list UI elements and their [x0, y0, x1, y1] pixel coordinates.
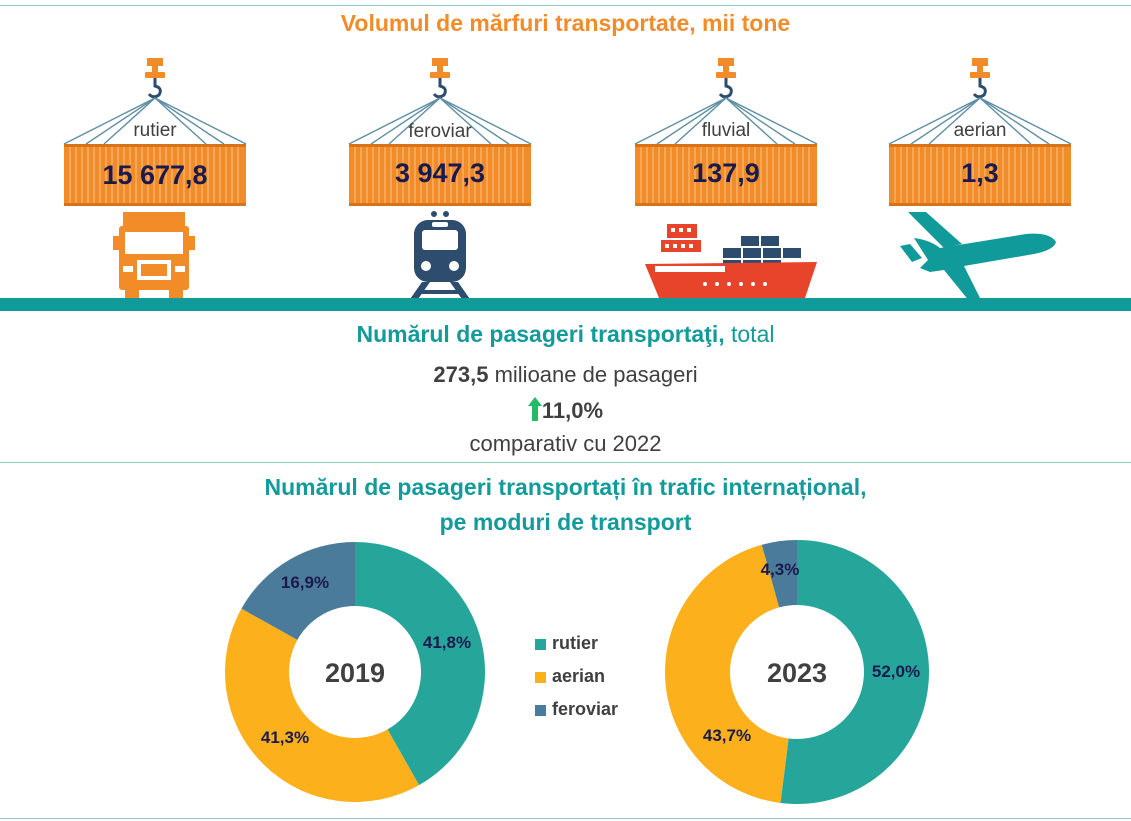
legend-swatch-feroviar — [535, 705, 546, 716]
pie-slice-aerian — [224, 608, 420, 802]
international-title-line1: Numărul de pasageri transportați în traf… — [264, 474, 867, 500]
pie-slice-rutier — [780, 540, 929, 804]
legend-label: rutier — [552, 633, 599, 653]
data-label-rutier: 41,8% — [423, 633, 471, 652]
truck-icon — [113, 212, 195, 300]
data-label-feroviar: 16,9% — [281, 573, 329, 592]
legend-swatch-rutier — [535, 639, 546, 650]
cargo-mode-value: 1,3 — [961, 158, 999, 188]
cargo-container-rutier: rutier 15 677,8 — [63, 58, 247, 208]
crane-hook-icon — [888, 58, 1072, 206]
crane-hook-icon — [63, 58, 247, 206]
pie-slice-aerian — [665, 544, 789, 803]
crane-hook-icon — [348, 58, 532, 206]
passengers-change-value: 11,0% — [541, 398, 604, 423]
cargo-mode-label: feroviar — [408, 121, 472, 142]
legend-label: feroviar — [552, 699, 619, 719]
passengers-title: Numărul de pasageri transportaţi, total — [0, 321, 1131, 348]
passengers-title-bold: Numărul de pasageri transportaţi, — [356, 321, 725, 347]
data-label-feroviar: 4,3% — [761, 560, 800, 579]
cargo-mode-value: 3 947,3 — [394, 158, 486, 188]
data-label-rutier: 52,0% — [872, 662, 920, 681]
middle-divider — [0, 462, 1131, 463]
cargo-mode-value: 137,9 — [692, 158, 760, 188]
airplane-icon — [900, 212, 1056, 302]
cargo-mode-label: aerian — [953, 120, 1007, 141]
passengers-change: 11,0% — [0, 397, 1131, 424]
arrow-up-icon — [527, 397, 542, 421]
pie-slice-feroviar — [241, 542, 355, 640]
passengers-total-value: 273,5 — [433, 362, 489, 387]
crane-hook-icon — [634, 58, 818, 206]
freight-title: Volumul de mărfuri transportate, mii ton… — [340, 10, 791, 36]
pie-slice-feroviar — [761, 540, 797, 608]
top-divider — [0, 5, 1131, 6]
cargo-container-fluvial: fluvial 137,9 — [634, 58, 818, 208]
donut-center-year: 2019 — [325, 658, 385, 688]
cargo-mode-label: rutier — [133, 120, 177, 141]
cargo-mode-label: fluvial — [701, 120, 751, 141]
legend-swatch-aerian — [535, 672, 546, 683]
cargo-container-aerian: aerian 1,3 — [888, 58, 1072, 208]
data-label-aerian: 41,3% — [261, 728, 309, 747]
donut-center-year: 2023 — [767, 658, 827, 688]
data-label-aerian: 43,7% — [703, 726, 751, 745]
passengers-total-unit: milioane de pasageri — [494, 362, 698, 387]
ground-line — [0, 298, 1131, 311]
bottom-divider — [0, 818, 1131, 819]
international-title-line2: pe moduri de transport — [439, 509, 692, 535]
cargo-container-feroviar: feroviar 3 947,3 — [348, 58, 532, 208]
pie-slice-rutier — [355, 542, 485, 786]
pie-charts: 41,8% 41,3% 16,9% 2019 52,0% 43,7% 4,3% 2023 — [224, 540, 929, 804]
passengers-comparison: comparativ cu 2022 — [469, 431, 662, 456]
ship-icon — [645, 224, 817, 298]
train-icon — [408, 211, 472, 302]
cargo-mode-value: 15 677,8 — [102, 160, 208, 190]
legend-label: aerian — [552, 666, 606, 686]
passengers-total: 273,5 milioane de pasageri — [0, 362, 1131, 388]
passengers-title-regular: total — [731, 321, 775, 347]
